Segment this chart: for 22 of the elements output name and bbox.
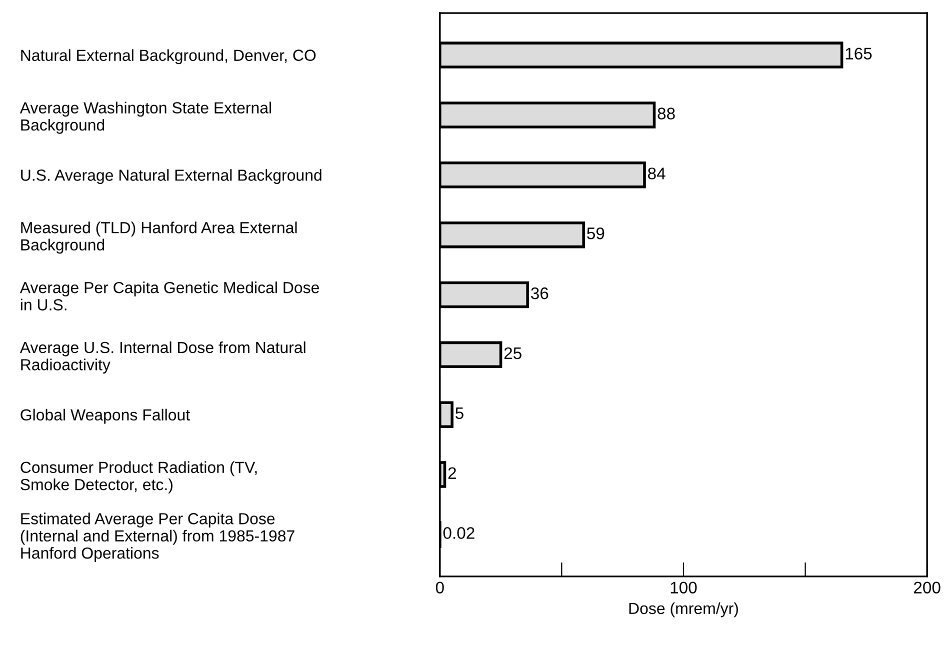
data-label: 165 bbox=[846, 48, 872, 60]
y-tick-label: Average U.S. Internal Dose from Natural Radioactivity bbox=[20, 341, 306, 374]
y-tick-label: Estimated Average Per Capita Dose (Internal and External) from 1985-1987 Hanford Operations bbox=[20, 512, 294, 562]
data-label: 88 bbox=[658, 108, 675, 120]
data-label: 0.02 bbox=[443, 527, 474, 539]
y-tick-label: Measured (TLD) Hanford Area External Background bbox=[21, 222, 297, 254]
y-tick-label: U.S. Average Natural External Background bbox=[21, 169, 322, 184]
y-tick-label: Consumer Product Radiation (TV, Smoke Detector, etc.) bbox=[20, 461, 257, 494]
data-label: 2 bbox=[448, 467, 456, 479]
x-tick-label: 0 bbox=[436, 582, 444, 594]
x-axis-title: Dose (mrem/yr) bbox=[629, 602, 738, 618]
data-label: 84 bbox=[648, 168, 666, 180]
y-tick-label: Natural External Background, Denver, CO bbox=[21, 49, 316, 64]
data-label: 5 bbox=[456, 407, 464, 420]
x-tick-label: 200 bbox=[914, 582, 940, 594]
y-tick-label: Average Per Capita Genetic Medical Dose in U.S. bbox=[20, 282, 319, 310]
data-label: 59 bbox=[587, 227, 604, 240]
y-tick-label: Global Weapons Fallout bbox=[20, 408, 190, 424]
data-label: 36 bbox=[530, 287, 548, 300]
data-label: 25 bbox=[504, 347, 522, 360]
x-tick-label: 100 bbox=[670, 582, 697, 594]
y-tick-label: Average Washington State External Background bbox=[20, 102, 271, 134]
